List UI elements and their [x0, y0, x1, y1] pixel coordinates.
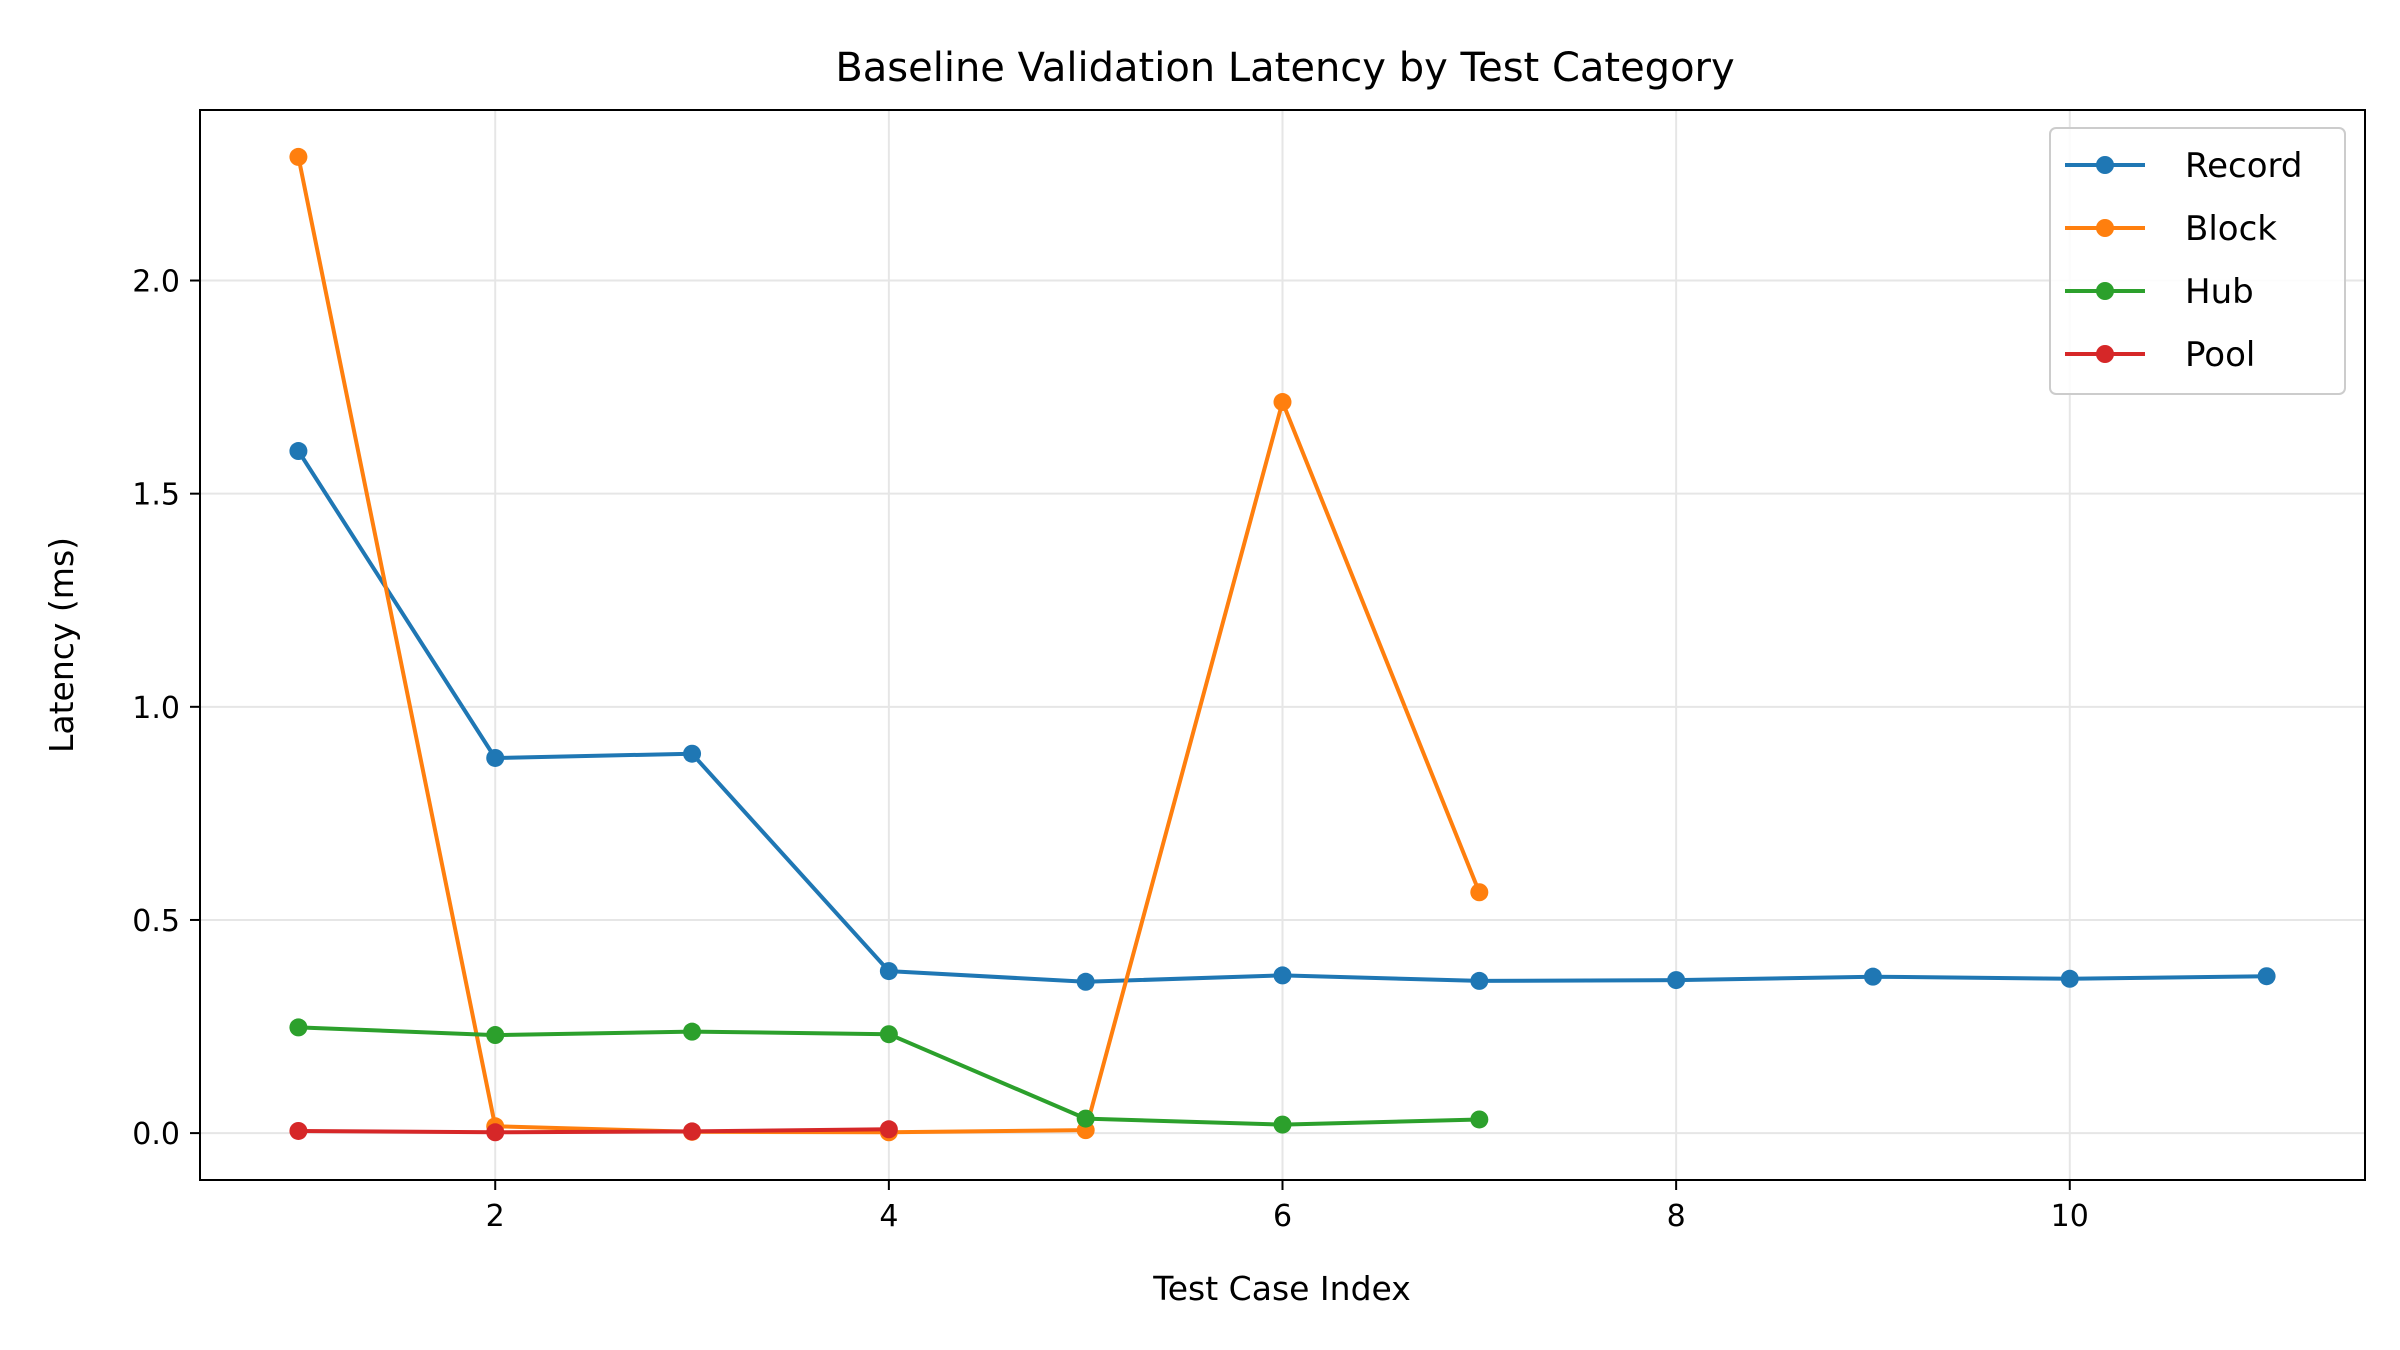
data-point-hub — [1076, 1109, 1095, 1128]
series-hub — [289, 1018, 1489, 1134]
data-point-hub — [879, 1025, 898, 1044]
data-point-pool — [683, 1122, 702, 1141]
data-point-hub — [486, 1026, 505, 1045]
data-point-pool — [486, 1123, 505, 1142]
data-point-hub — [289, 1018, 308, 1037]
legend-label: Pool — [2185, 335, 2255, 375]
legend-swatch-marker — [2096, 219, 2114, 237]
data-point-pool — [879, 1120, 898, 1139]
x-tick-label: 8 — [1667, 1199, 1686, 1234]
data-point-block — [289, 147, 308, 166]
x-tick-label: 10 — [2051, 1199, 2089, 1234]
x-tick-label: 4 — [879, 1199, 898, 1234]
data-point-pool — [289, 1121, 308, 1140]
series-lines — [289, 147, 2276, 1142]
y-tick-label: 2.0 — [132, 265, 180, 300]
x-tick-label: 6 — [1273, 1199, 1292, 1234]
legend-item-record: Record — [2065, 146, 2302, 186]
data-point-record — [2257, 967, 2276, 986]
legend-label: Record — [2185, 146, 2302, 186]
x-tick-label: 2 — [486, 1199, 505, 1234]
chart-title: Baseline Validation Latency by Test Cate… — [835, 45, 1734, 91]
legend-swatch-marker — [2096, 156, 2114, 174]
data-point-hub — [1470, 1110, 1489, 1129]
legend-swatch-marker — [2096, 345, 2114, 363]
y-tick-label: 1.0 — [132, 691, 180, 726]
data-point-record — [1470, 971, 1489, 990]
y-axis-label: Latency (ms) — [42, 537, 81, 753]
x-axis-label: Test Case Index — [1152, 1269, 1411, 1308]
data-point-record — [289, 442, 308, 461]
data-point-record — [486, 748, 505, 767]
series-pool — [289, 1120, 898, 1142]
axis-ticks: 2 4 6 8 10 0.0 0.5 1.0 1.5 2.0 — [132, 265, 2089, 1234]
data-point-block — [1470, 883, 1489, 902]
data-point-hub — [1273, 1115, 1292, 1134]
legend-label: Block — [2185, 209, 2277, 249]
data-point-record — [879, 962, 898, 981]
data-point-record — [2060, 969, 2079, 988]
legend: Record Block Hub Pool — [2049, 127, 2346, 395]
data-point-record — [1667, 971, 1686, 990]
data-point-record — [1273, 966, 1292, 985]
legend-swatch-marker — [2096, 282, 2114, 300]
y-tick-label: 1.5 — [132, 478, 180, 513]
legend-label: Hub — [2185, 272, 2254, 312]
data-point-record — [683, 744, 702, 763]
data-point-record — [1863, 967, 1882, 986]
legend-box — [2049, 127, 2346, 395]
data-point-record — [1076, 972, 1095, 991]
legend-item-pool: Pool — [2065, 335, 2255, 375]
y-tick-label: 0.5 — [132, 904, 180, 939]
legend-item-block: Block — [2065, 209, 2277, 249]
legend-item-hub: Hub — [2065, 272, 2254, 312]
data-point-hub — [683, 1022, 702, 1041]
series-line-pool — [298, 1127, 889, 1135]
y-tick-label: 0.0 — [132, 1117, 180, 1152]
series-record — [289, 442, 2276, 991]
data-point-block — [1273, 393, 1292, 412]
